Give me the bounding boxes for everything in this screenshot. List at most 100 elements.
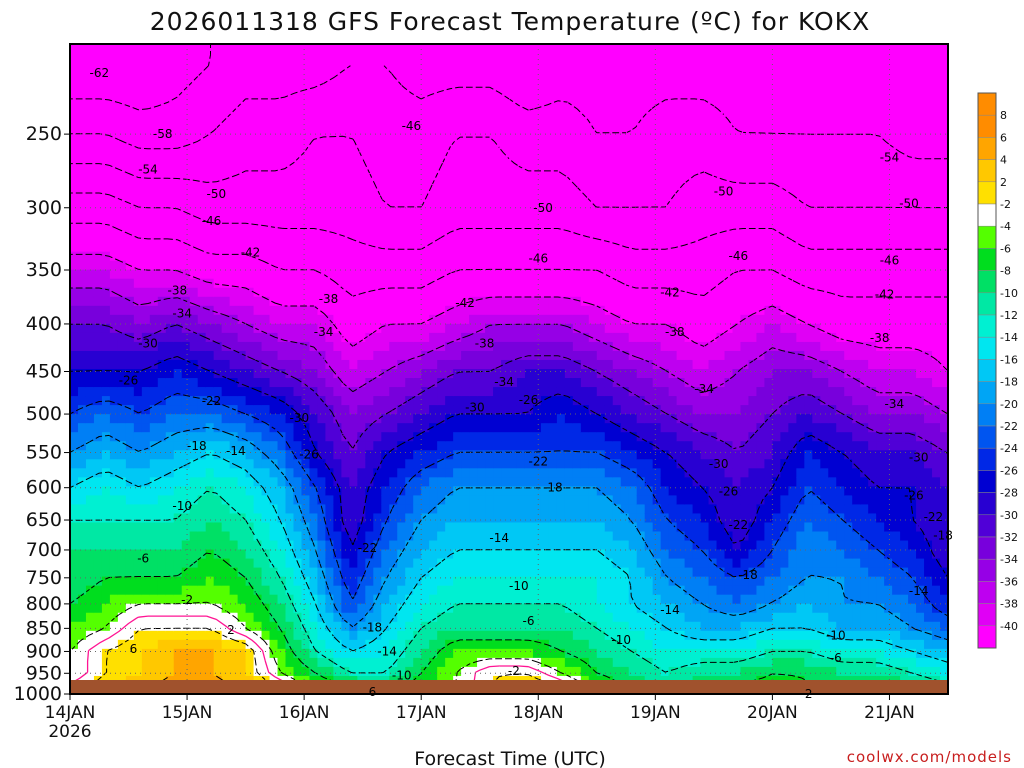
heatmap-cell [189,188,199,199]
heatmap-cell [181,378,191,388]
heatmap-cell [317,161,327,171]
heatmap-cell [77,378,87,388]
heatmap-cell [493,423,502,433]
heatmap-cell [141,305,151,316]
heatmap-cell [604,62,614,72]
heatmap-cell [413,594,422,605]
heatmap-cell [493,71,502,81]
heatmap-cell [413,639,422,650]
heatmap-cell [293,251,303,262]
heatmap-cell [501,369,510,379]
heatmap-cell [70,396,79,406]
heatmap-cell [596,513,606,524]
heatmap-cell [556,378,566,388]
heatmap-cell [477,666,486,677]
heatmap-cell [596,585,606,596]
heatmap-cell [373,314,382,325]
heatmap-cell [588,71,598,81]
heatmap-cell [540,369,550,379]
heatmap-cell [477,341,486,352]
heatmap-cell [405,504,414,515]
heatmap-cell [365,585,374,596]
heatmap-cell [213,161,223,171]
heatmap-cell [325,71,334,81]
heatmap-cell [493,44,502,54]
heatmap-cell [429,170,438,181]
heatmap-cell [277,441,287,451]
heatmap-cell [516,486,526,496]
heatmap-cell [413,116,422,126]
heatmap-cell [596,53,606,63]
heatmap-cell [357,332,366,343]
heatmap-cell [357,603,366,614]
heatmap-cell [493,639,502,650]
heatmap-cell [173,603,183,614]
heatmap-cell [221,513,231,524]
heatmap-cell [237,621,247,632]
heatmap-cell [501,459,510,469]
heatmap-cell [85,576,95,587]
heatmap-cell [237,197,247,208]
heatmap-cell [532,233,542,244]
heatmap-cell [365,242,374,253]
heatmap-cell [564,296,574,307]
heatmap-cell [397,98,406,108]
heatmap-cell [341,89,350,99]
heatmap-cell [197,567,207,578]
heatmap-cell [165,603,175,614]
heatmap-cell [604,387,614,397]
heatmap-cell [532,432,542,442]
heatmap-cell [141,549,151,560]
heatmap-cell [285,549,295,560]
heatmap-cell [596,161,606,171]
heatmap-cell [604,396,614,406]
heatmap-cell [509,477,518,487]
heatmap-cell [493,215,502,226]
heatmap-cell [285,224,295,235]
heatmap-cell [341,134,350,144]
heatmap-cell [229,287,239,298]
heatmap-cell [349,314,358,325]
heatmap-cell [381,143,390,153]
heatmap-cell [213,630,223,641]
heatmap-cell [604,648,614,659]
heatmap-cell [485,161,494,171]
heatmap-cell [109,477,119,487]
heatmap-cell [165,414,175,424]
heatmap-cell [381,441,390,451]
heatmap-cell [357,242,366,253]
heatmap-cell [181,630,191,641]
heatmap-cell [293,477,303,487]
heatmap-cell [245,477,255,487]
heatmap-cell [421,549,430,560]
heatmap-cell [237,522,247,533]
heatmap-cell [253,53,263,63]
heatmap-cell [181,504,191,515]
heatmap-cell [101,486,111,496]
heatmap-cell [516,396,526,406]
heatmap-cell [101,423,111,433]
heatmap-cell [461,107,470,117]
heatmap-cell [333,585,342,596]
heatmap-cell [141,630,151,641]
heatmap-cell [165,260,175,271]
heatmap-cell [85,648,95,659]
heatmap-cell [556,161,566,171]
heatmap-cell [620,278,630,289]
heatmap-cell [485,233,494,244]
heatmap-cell [381,287,390,298]
heatmap-cell [429,477,438,487]
heatmap-cell [70,666,79,677]
heatmap-cell [85,666,95,677]
heatmap-cell [453,594,462,605]
heatmap-cell [285,125,295,135]
heatmap-cell [572,53,582,63]
heatmap-cell [237,125,247,135]
heatmap-cell [389,603,398,614]
heatmap-cell [461,468,470,478]
heatmap-cell [173,107,183,117]
heatmap-cell [572,378,582,388]
heatmap-cell [93,531,103,542]
heatmap-cell [245,116,255,126]
heatmap-cell [245,215,255,226]
